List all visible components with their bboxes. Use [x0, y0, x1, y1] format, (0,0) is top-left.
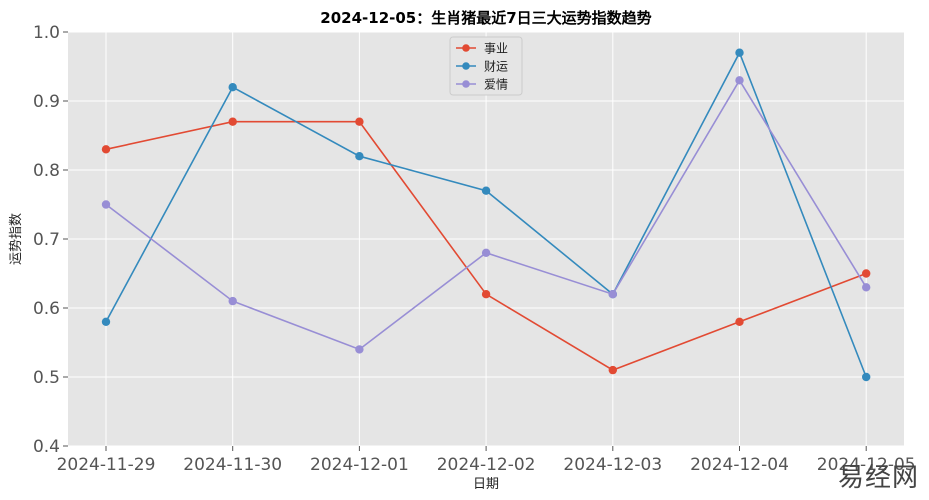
watermark: 易经网 [837, 463, 919, 493]
legend-item: 财运 [456, 60, 508, 74]
x-tick-label: 2024-12-01 [310, 455, 409, 475]
series-2 [101, 76, 871, 354]
data-point [735, 48, 744, 57]
data-point [735, 317, 744, 326]
data-point [862, 283, 871, 292]
data-point [101, 317, 111, 326]
data-point [101, 200, 111, 209]
grid-lines [68, 31, 904, 447]
data-point [862, 269, 871, 278]
y-tick-label: 0.7 [33, 230, 60, 250]
y-tick-label: 0.8 [33, 161, 60, 181]
legend-swatch-marker [462, 44, 470, 52]
y-tick-label: 0.5 [33, 368, 60, 388]
y-axis-label: 运势指数 [8, 213, 24, 265]
data-point [481, 248, 491, 257]
data-point [101, 145, 111, 154]
legend-swatch-marker [462, 80, 470, 88]
x-axis-label: 日期 [473, 477, 499, 492]
data-point [355, 152, 364, 161]
data-point [481, 290, 491, 299]
data-point [228, 117, 237, 126]
x-tick-label: 2024-12-05 [817, 455, 916, 475]
legend-label: 事业 [484, 42, 508, 56]
x-tick-label: 2024-12-02 [437, 455, 536, 475]
data-point [862, 372, 871, 382]
legend-item: 爱情 [456, 78, 508, 92]
series-1 [101, 48, 871, 382]
y-tick-label: 0.4 [33, 437, 60, 457]
y-tick-label: 0.6 [33, 299, 60, 319]
legend-label: 财运 [484, 60, 508, 74]
x-axis: 2024-11-29 2024-11-30 2024-12-01 2024-12-02… [57, 446, 916, 475]
y-axis: 0.4 0.5 0.6 0.7 0.8 0.9 1.0 [33, 23, 68, 457]
legend-label: 爱情 [484, 78, 508, 92]
x-tick-label: 2024-11-29 [57, 455, 156, 475]
x-tick-label: 2024-11-30 [183, 455, 282, 475]
data-point [608, 290, 617, 299]
legend-swatch-marker [462, 62, 470, 70]
data-point [355, 345, 364, 354]
series-0 [101, 117, 871, 375]
data-point [481, 186, 491, 195]
y-tick-label: 0.9 [33, 92, 60, 112]
x-tick-label: 2024-12-04 [690, 455, 789, 475]
chart-title: 2024-12-05：生肖猪最近7日三大运势指数趋势 [320, 9, 651, 27]
data-point [735, 76, 744, 85]
x-tick-label: 2024-12-03 [563, 455, 662, 475]
data-point [608, 365, 617, 375]
y-tick-label: 1.0 [33, 23, 60, 43]
legend-item: 事业 [456, 42, 508, 56]
series-lines [101, 48, 871, 382]
data-point [355, 117, 364, 126]
legend-box [449, 36, 523, 96]
data-point [228, 296, 237, 306]
data-point [228, 83, 237, 92]
